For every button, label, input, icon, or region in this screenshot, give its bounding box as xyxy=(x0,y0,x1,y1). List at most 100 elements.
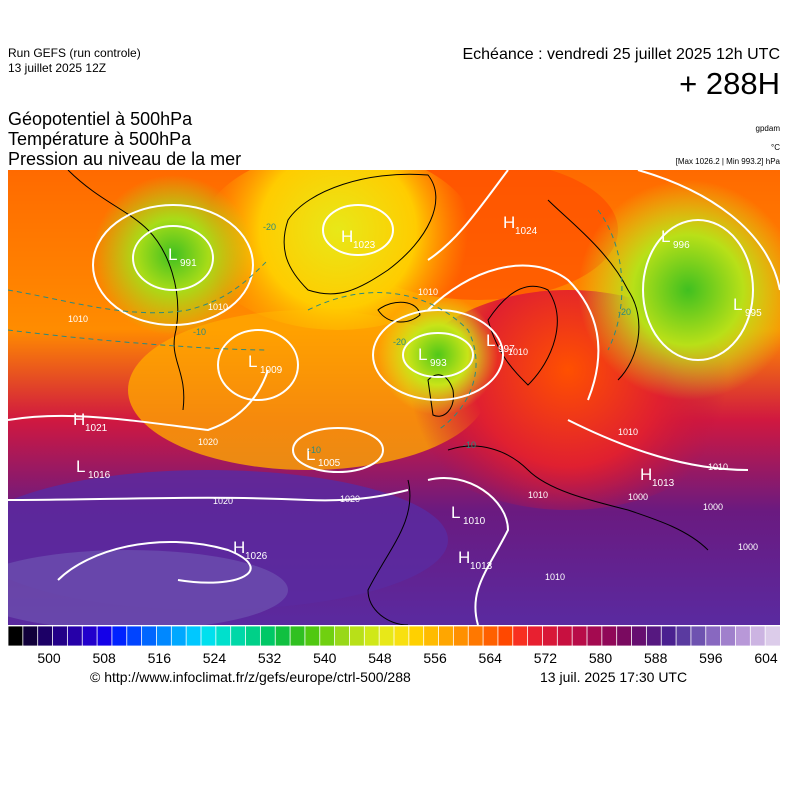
isobar-label: 1000 xyxy=(628,492,648,502)
iberia-africa-coast xyxy=(367,479,411,625)
pressure-center-type: L xyxy=(451,503,460,522)
pressure-center-type: H xyxy=(640,465,652,484)
pressure-center-value: 1013 xyxy=(652,478,675,489)
isobar xyxy=(567,419,749,471)
colorbar-cell xyxy=(111,626,128,646)
colorbar-cell xyxy=(749,626,767,646)
pressure-center-value: 1009 xyxy=(260,365,283,376)
pressure-center-value: 993 xyxy=(430,358,447,369)
colorbar xyxy=(8,626,780,646)
pressure-center-value: 1021 xyxy=(85,423,108,434)
cold-anomaly xyxy=(358,295,518,415)
isobar xyxy=(217,329,299,401)
temperature-label: -10 xyxy=(193,327,206,337)
cold-anomaly xyxy=(63,170,283,340)
pressure-center: H 1023 xyxy=(341,227,376,251)
colorbar-label: 508 xyxy=(92,650,116,666)
colorbar-cell xyxy=(126,626,143,646)
isobar-label: 1010 xyxy=(545,572,565,582)
isobar-label: 1010 xyxy=(528,490,548,500)
pressure-center: H 1024 xyxy=(503,213,538,237)
europe-south-coast xyxy=(447,445,709,551)
colorbar-label: 500 xyxy=(37,650,61,666)
pressure-center: L 1005 xyxy=(306,445,341,469)
isobar-label: 1000 xyxy=(738,542,758,552)
colorbar-cell xyxy=(527,626,544,646)
colorbar-cell xyxy=(230,626,247,646)
pressure-center-value: 1023 xyxy=(353,240,376,251)
colorbar-cell xyxy=(289,626,306,646)
run-name: Run GEFS (run controle) xyxy=(8,46,141,60)
isobar xyxy=(92,204,254,326)
isobar-label: 1020 xyxy=(213,496,233,506)
isobar-label: 1000 xyxy=(703,502,723,512)
colorbar-cell xyxy=(438,626,455,646)
pressure-center: L 1016 xyxy=(76,457,111,481)
pressure-center-type: H xyxy=(503,213,515,232)
colorbar-cell xyxy=(408,626,425,646)
scandinavia-coast xyxy=(487,285,558,386)
colorbar-cell xyxy=(259,626,277,646)
colorbar-cell xyxy=(556,626,574,646)
isobar-label: 1010 xyxy=(618,427,638,437)
pressure-center: H 1021 xyxy=(73,410,108,434)
isotherm xyxy=(307,292,477,431)
colorbar-cell xyxy=(645,626,663,646)
colorbar-cells xyxy=(8,626,780,646)
parameter-temperature: Température à 500hPa xyxy=(8,129,192,149)
isobar xyxy=(427,264,600,401)
isobars xyxy=(8,170,780,625)
colorbar-cell xyxy=(631,626,648,646)
colorbar-label: 596 xyxy=(699,650,723,666)
colorbar-cell xyxy=(274,626,291,646)
iceland-coast xyxy=(377,301,421,323)
colorbar-label: 532 xyxy=(257,650,282,666)
colorbar-cell xyxy=(705,626,722,646)
colorbar-cell xyxy=(96,626,113,646)
colorbar-cell xyxy=(81,626,98,646)
parameter-geopotential: Géopotentiel à 500hPa xyxy=(8,109,193,129)
greenland-coast xyxy=(283,173,437,295)
pressure-center: L 993 xyxy=(418,345,447,369)
pressure-center-value: 1026 xyxy=(245,551,268,562)
generation-time: 13 juil. 2025 17:30 UTC xyxy=(540,669,688,685)
isobar-label: 1010 xyxy=(68,314,88,324)
pressure-center-value: 1010 xyxy=(463,516,486,527)
colorbar-cell xyxy=(764,626,780,646)
colorbar-label: 588 xyxy=(644,650,668,666)
temperature-label: -10 xyxy=(308,445,321,455)
isobar xyxy=(57,540,252,584)
pressure-center: L 991 xyxy=(168,245,197,269)
colorbar-cell xyxy=(467,626,484,646)
run-date: 13 juillet 2025 12Z xyxy=(8,61,107,75)
colorbar-cell xyxy=(8,626,24,646)
isobar-label: 1020 xyxy=(340,494,360,504)
colorbar-cell xyxy=(735,626,752,646)
isobar xyxy=(132,225,214,291)
pressure-center: H 1026 xyxy=(233,538,268,562)
colorbar-cell xyxy=(482,626,499,646)
isobar xyxy=(427,477,510,625)
parameter-pressure: Pression au niveau de la mer xyxy=(8,149,242,169)
temperature-label: -20 xyxy=(618,307,631,317)
colorbar-cell xyxy=(319,626,336,646)
temperature-labels: -20 -20 -10 -10 -10 -20 xyxy=(193,222,631,455)
isobar-label: 1020 xyxy=(198,437,218,447)
pressure-center-value: 1024 xyxy=(515,226,538,237)
pressure-center-value: 991 xyxy=(180,258,197,269)
colorbar-cell xyxy=(215,626,232,646)
colorbar-cell xyxy=(720,626,737,646)
unit-geopotential: gpdam xyxy=(755,124,780,133)
pressure-center: L 995 xyxy=(733,295,762,319)
colorbar-cell xyxy=(571,626,588,646)
temperature-label: -10 xyxy=(463,440,476,450)
isotherm xyxy=(8,259,269,314)
colorbar-cell xyxy=(37,626,54,646)
colorbar-cell xyxy=(675,626,692,646)
pressure-center-type: L xyxy=(306,445,315,464)
colorbar-label: 604 xyxy=(754,650,778,666)
pressure-center-value: 1005 xyxy=(318,458,341,469)
coastlines xyxy=(67,170,709,625)
